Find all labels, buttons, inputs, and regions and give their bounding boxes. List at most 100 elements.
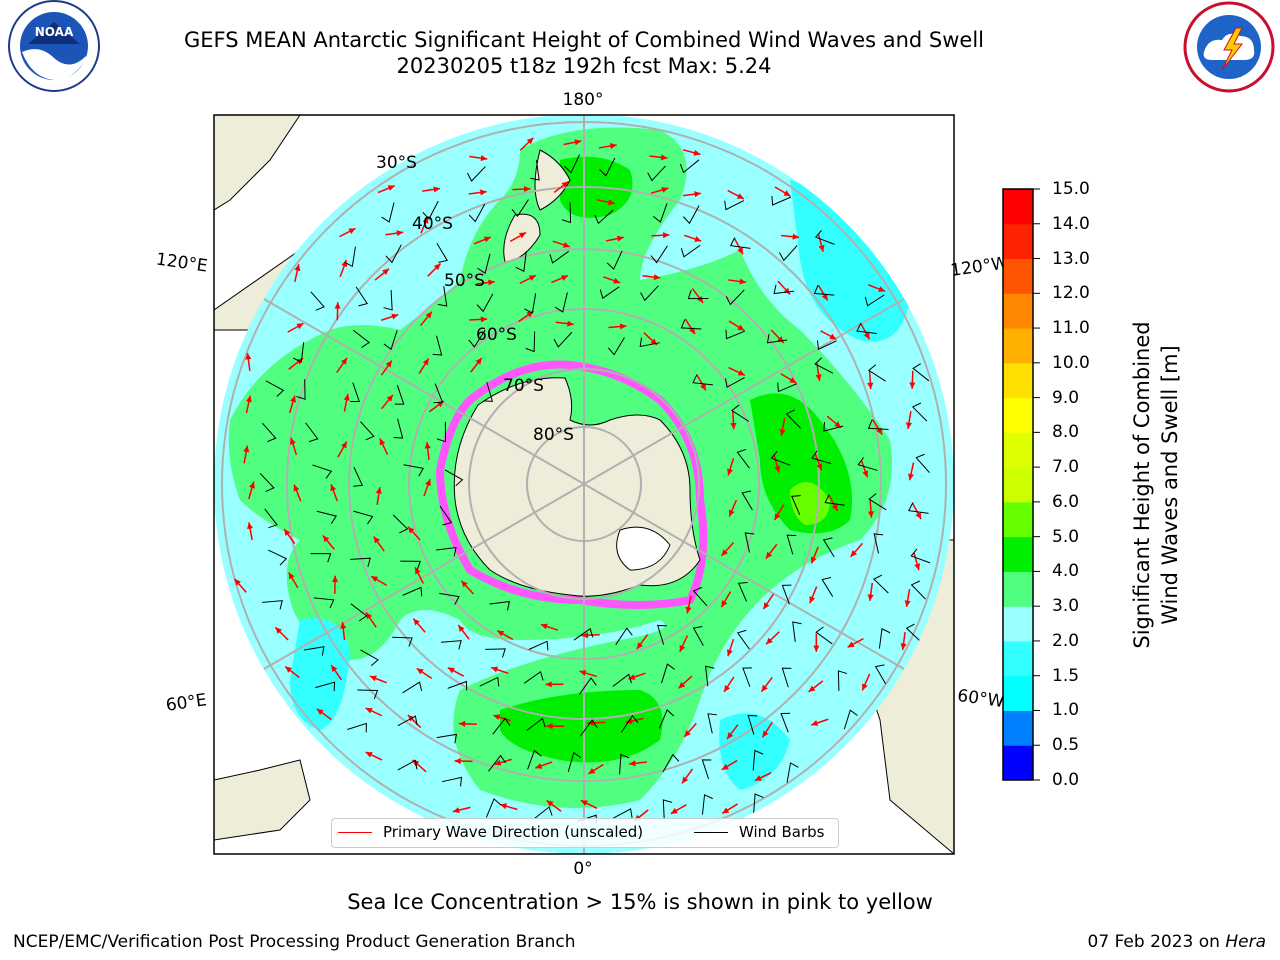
wind-barb bbox=[692, 374, 713, 386]
wave-arrow bbox=[649, 154, 668, 161]
wind-barb bbox=[874, 664, 887, 685]
wind-barb bbox=[705, 665, 715, 687]
wind-barb bbox=[725, 329, 746, 340]
wind-barb bbox=[432, 335, 443, 356]
wind-barb bbox=[736, 448, 750, 469]
wind-barb bbox=[701, 759, 712, 780]
wave-arrow bbox=[629, 760, 648, 767]
wind-barb bbox=[310, 553, 332, 563]
wave-arrow bbox=[535, 761, 553, 769]
wave-arrow bbox=[779, 418, 786, 437]
map-title: GEFS MEAN Antarctic Significant Height o… bbox=[183, 28, 985, 52]
wave-direction-arrows bbox=[233, 137, 922, 822]
wind-barb bbox=[813, 284, 835, 296]
wind-barb bbox=[567, 751, 582, 773]
wave-arrow bbox=[723, 676, 735, 693]
wave-arrow bbox=[412, 618, 426, 633]
lat-label-80s: 80°S bbox=[533, 425, 574, 445]
wind-barb bbox=[403, 464, 424, 477]
wave-arrow bbox=[380, 313, 399, 321]
wind-barb bbox=[561, 202, 572, 224]
wind-barb bbox=[824, 494, 846, 506]
wind-barb bbox=[511, 199, 529, 218]
wave-arrow bbox=[682, 149, 701, 156]
legend-wave-label: Primary Wave Direction (unscaled) bbox=[383, 823, 644, 841]
wind-barb bbox=[549, 250, 570, 264]
wind-barb bbox=[599, 286, 620, 299]
wave-arrow bbox=[809, 586, 818, 604]
wave-arrow bbox=[427, 263, 442, 277]
wave-arrow bbox=[365, 707, 383, 717]
colorbar-frame bbox=[1002, 188, 1034, 781]
wave-arrow bbox=[454, 758, 473, 765]
wind-barb bbox=[267, 549, 288, 566]
wave-arrow bbox=[817, 284, 829, 301]
wave-arrow bbox=[380, 394, 394, 410]
colorbar-segment bbox=[1003, 571, 1033, 607]
wind-barb bbox=[437, 286, 448, 307]
wind-barb bbox=[837, 670, 848, 691]
wind-barb bbox=[650, 245, 668, 264]
wave-arrow bbox=[414, 567, 424, 584]
wave-arrow bbox=[905, 411, 912, 430]
wind-barb bbox=[296, 379, 306, 400]
colorbar-tick-label: 8.0 bbox=[1052, 422, 1080, 443]
colorbar-segment bbox=[1003, 432, 1033, 468]
wind-barb bbox=[912, 363, 930, 382]
wind-barb bbox=[394, 385, 405, 405]
wind-barb bbox=[773, 284, 795, 295]
wind-barb bbox=[402, 681, 423, 694]
wind-barb bbox=[766, 333, 788, 344]
wind-barb bbox=[878, 628, 891, 649]
wave-arrow bbox=[605, 235, 624, 242]
wind-barb bbox=[815, 626, 833, 645]
wave-arrow bbox=[476, 279, 495, 286]
wave-arrow bbox=[683, 722, 697, 738]
wind-barb bbox=[397, 715, 418, 727]
wind-barb bbox=[657, 624, 667, 645]
wind-barb bbox=[485, 648, 506, 658]
wind-barb bbox=[915, 453, 930, 474]
wave-arrow bbox=[552, 240, 571, 248]
wave-arrow bbox=[765, 543, 778, 560]
wind-barb bbox=[353, 510, 374, 525]
wind-barb bbox=[905, 623, 922, 643]
wave-arrow bbox=[420, 216, 429, 234]
wind-barb bbox=[476, 293, 494, 313]
wind-barb bbox=[658, 709, 675, 729]
colorbar-tick-label: 12.0 bbox=[1052, 283, 1090, 304]
colorbar-segment bbox=[1003, 606, 1033, 642]
wind-barb bbox=[814, 357, 834, 374]
wave-arrow bbox=[493, 714, 511, 722]
wind-barb bbox=[873, 533, 884, 554]
wave-arrow bbox=[597, 199, 616, 206]
wave-arrow bbox=[563, 139, 582, 146]
wind-barb bbox=[753, 793, 764, 814]
wind-barb bbox=[524, 293, 537, 314]
wind-barb bbox=[392, 514, 409, 534]
wave-arrow bbox=[468, 189, 487, 196]
wind-barb bbox=[780, 712, 791, 733]
wind-barb bbox=[479, 676, 500, 687]
wind-barb bbox=[262, 422, 277, 443]
wind-barb bbox=[701, 794, 713, 815]
wind-barb bbox=[822, 537, 835, 558]
wind-barb bbox=[661, 663, 675, 684]
wind-barb bbox=[360, 421, 375, 441]
wind-barb bbox=[383, 330, 398, 351]
wind-barb bbox=[680, 244, 701, 258]
colorbar-segment bbox=[1003, 675, 1033, 711]
lat-label-60s: 60°S bbox=[476, 325, 517, 345]
wave-arrow bbox=[650, 186, 669, 194]
wind-barb bbox=[468, 329, 486, 348]
lat-label-40s: 40°S bbox=[412, 214, 453, 234]
wave-arrow bbox=[546, 723, 565, 730]
wind-barb bbox=[864, 294, 885, 307]
wind-barb bbox=[262, 600, 283, 610]
wave-arrow bbox=[828, 494, 839, 512]
wind-barb bbox=[873, 574, 889, 594]
colorbar-segment bbox=[1003, 745, 1033, 781]
wave-arrow bbox=[369, 675, 387, 684]
wave-arrow bbox=[904, 589, 911, 608]
wind-barb bbox=[683, 205, 700, 225]
